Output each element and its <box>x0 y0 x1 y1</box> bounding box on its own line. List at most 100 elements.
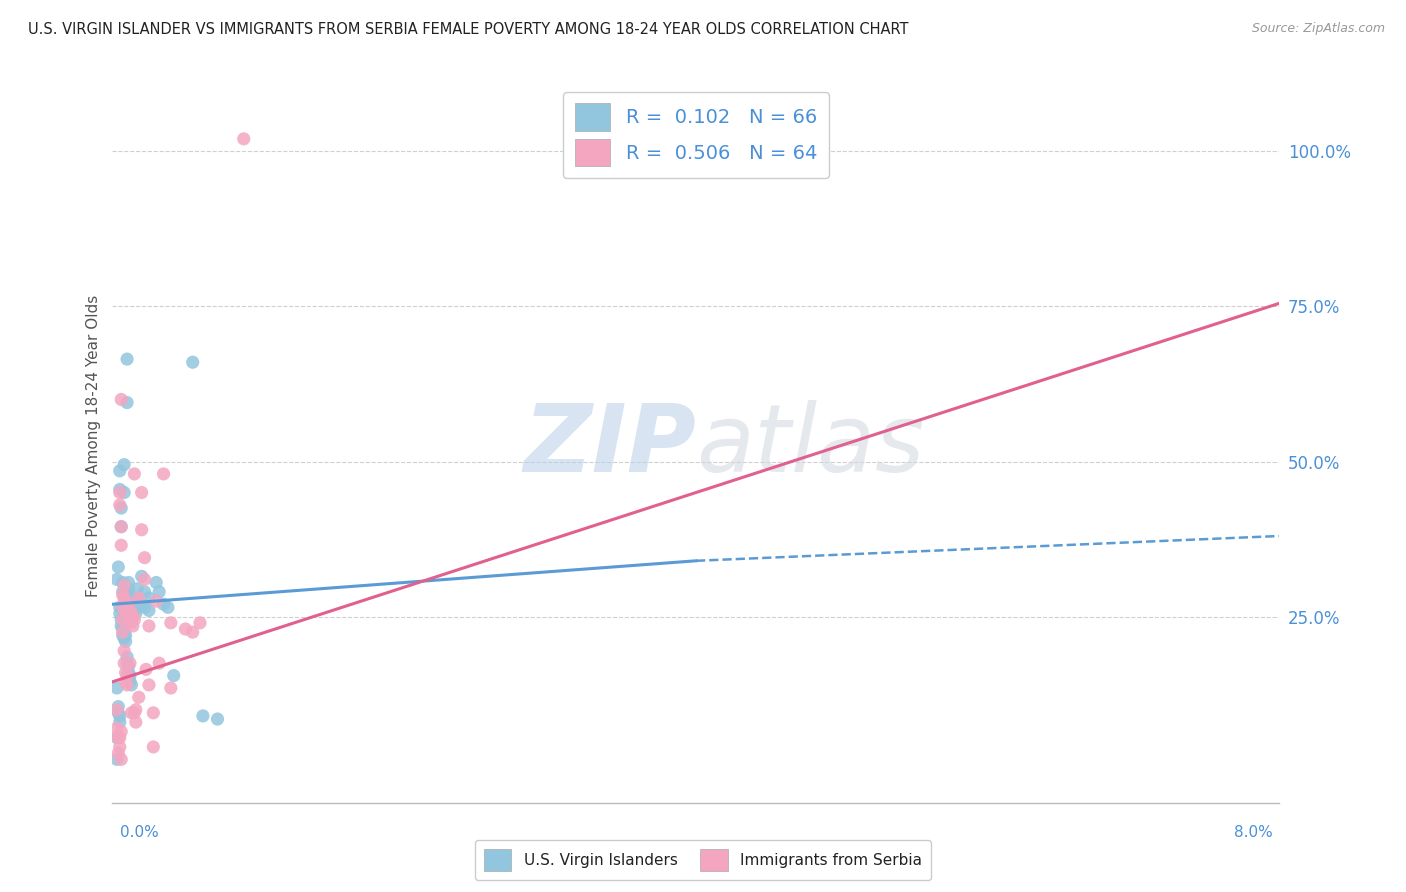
Point <box>108 485 131 500</box>
Point <box>112 579 135 593</box>
Point <box>122 594 145 608</box>
Point <box>181 355 204 369</box>
Point <box>110 619 132 633</box>
Point <box>108 715 131 730</box>
Point <box>112 656 135 670</box>
Point <box>232 132 254 146</box>
Text: atlas: atlas <box>696 401 924 491</box>
Point <box>118 668 141 682</box>
Point <box>107 706 129 720</box>
Point <box>110 724 132 739</box>
Legend: U.S. Virgin Islanders, Immigrants from Serbia: U.S. Virgin Islanders, Immigrants from S… <box>475 840 931 880</box>
Point <box>108 498 131 512</box>
Point <box>127 594 149 608</box>
Text: 8.0%: 8.0% <box>1233 825 1272 840</box>
Point <box>125 715 148 730</box>
Point <box>118 588 141 602</box>
Point <box>120 615 142 630</box>
Point <box>105 703 128 717</box>
Point <box>124 597 146 611</box>
Point <box>115 352 138 367</box>
Point <box>112 458 135 472</box>
Point <box>117 582 139 596</box>
Point <box>131 523 153 537</box>
Point <box>111 575 134 590</box>
Point <box>112 625 135 640</box>
Point <box>120 607 142 621</box>
Point <box>138 678 160 692</box>
Point <box>114 634 136 648</box>
Point <box>134 573 156 587</box>
Point <box>108 483 131 497</box>
Point <box>107 731 129 745</box>
Point <box>138 619 160 633</box>
Point <box>128 690 150 705</box>
Point <box>105 681 128 695</box>
Point <box>114 665 136 680</box>
Point <box>127 582 149 596</box>
Point <box>115 395 138 409</box>
Point <box>134 550 156 565</box>
Point <box>114 594 136 608</box>
Text: Source: ZipAtlas.com: Source: ZipAtlas.com <box>1251 22 1385 36</box>
Point <box>138 603 160 617</box>
Point <box>110 519 132 533</box>
Point <box>148 584 170 599</box>
Point <box>181 625 204 640</box>
Point <box>160 681 183 695</box>
Point <box>125 600 148 615</box>
Point <box>107 560 129 574</box>
Point <box>110 392 132 407</box>
Point <box>114 607 136 621</box>
Point <box>110 501 132 516</box>
Point <box>125 703 148 717</box>
Point <box>160 615 183 630</box>
Point <box>122 600 145 615</box>
Point <box>111 584 134 599</box>
Point <box>134 584 156 599</box>
Point <box>131 569 153 583</box>
Point <box>108 709 131 723</box>
Point <box>131 485 153 500</box>
Point <box>114 591 136 605</box>
Point <box>120 597 142 611</box>
Point <box>163 668 186 682</box>
Point <box>207 712 229 726</box>
Point <box>122 609 145 624</box>
Point <box>120 591 142 605</box>
Y-axis label: Female Poverty Among 18-24 Year Olds: Female Poverty Among 18-24 Year Olds <box>86 295 101 597</box>
Point <box>117 665 139 680</box>
Point <box>174 622 197 636</box>
Point <box>124 706 146 720</box>
Point <box>111 628 134 642</box>
Point <box>112 591 135 605</box>
Point <box>108 607 131 621</box>
Point <box>114 597 136 611</box>
Point <box>112 644 135 658</box>
Point <box>107 746 129 760</box>
Point <box>114 674 136 689</box>
Text: U.S. VIRGIN ISLANDER VS IMMIGRANTS FROM SERBIA FEMALE POVERTY AMONG 18-24 YEAR O: U.S. VIRGIN ISLANDER VS IMMIGRANTS FROM … <box>28 22 908 37</box>
Point <box>156 600 179 615</box>
Point <box>117 600 139 615</box>
Point <box>118 656 141 670</box>
Point <box>117 659 139 673</box>
Point <box>191 709 214 723</box>
Point <box>110 538 132 552</box>
Point <box>125 607 148 621</box>
Point <box>152 597 174 611</box>
Point <box>117 609 139 624</box>
Point <box>118 594 141 608</box>
Point <box>110 519 132 533</box>
Point <box>105 573 128 587</box>
Point <box>115 656 138 670</box>
Point <box>111 613 134 627</box>
Point <box>124 467 146 481</box>
Point <box>135 662 157 676</box>
Point <box>131 597 153 611</box>
Point <box>122 619 145 633</box>
Point <box>108 739 131 754</box>
Point <box>128 591 150 605</box>
Point <box>107 699 129 714</box>
Point <box>124 603 146 617</box>
